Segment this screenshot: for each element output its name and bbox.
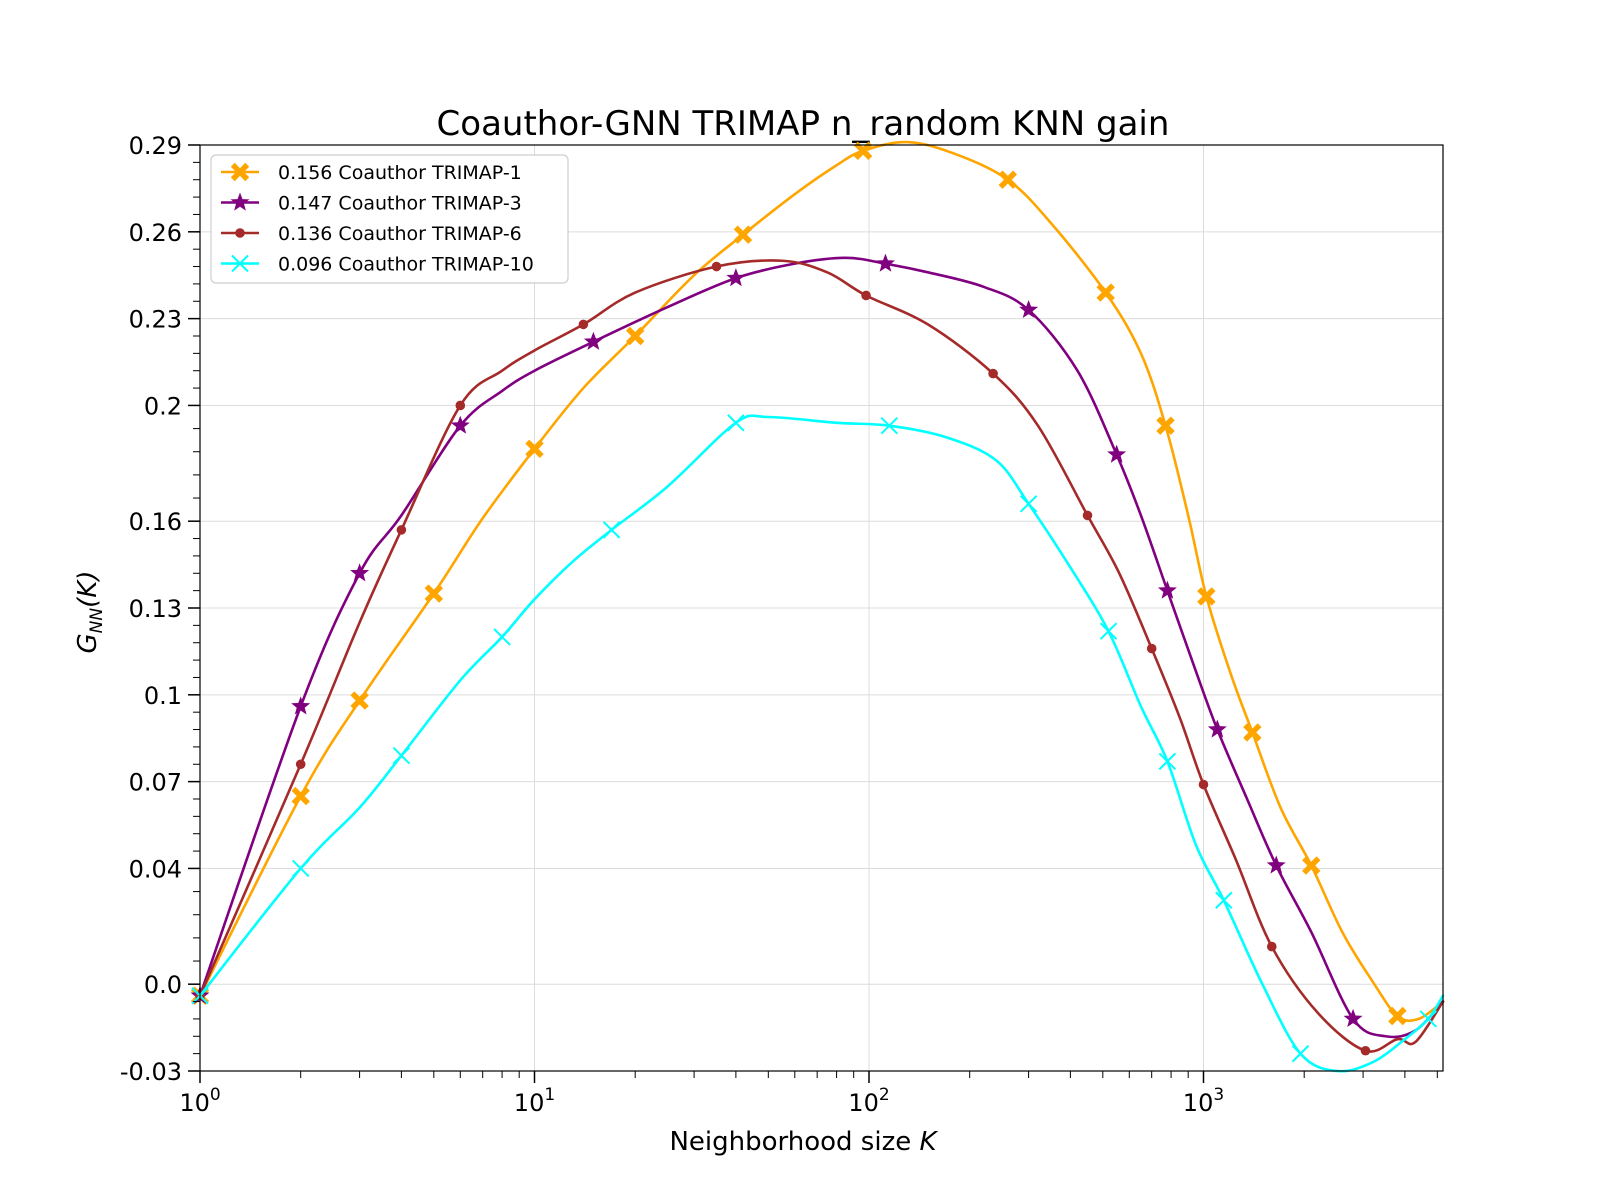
series-line — [198, 414, 1445, 1073]
data-point-marker — [1215, 891, 1233, 909]
data-point-marker — [291, 786, 310, 806]
y-tick-label: 0.04 — [129, 855, 182, 883]
series-layer — [190, 140, 1445, 1073]
data-point-marker — [1243, 723, 1262, 742]
data-point-marker — [291, 859, 310, 878]
data-point-marker — [291, 696, 311, 715]
data-point-marker — [1107, 444, 1127, 463]
data-point-marker — [450, 415, 470, 434]
data-point-marker — [1197, 587, 1216, 606]
legend-marker — [231, 254, 249, 273]
legend-label: 0.156 Coauthor TRIMAP-1 — [278, 162, 522, 184]
data-point-marker — [392, 746, 411, 765]
data-point-marker — [525, 439, 544, 459]
data-point-marker — [625, 326, 645, 346]
legend-box — [210, 154, 569, 284]
y-axis-title: GNN(K) — [73, 571, 107, 654]
data-point-marker — [1158, 752, 1177, 771]
data-point-marker — [1343, 1008, 1363, 1027]
data-point-marker — [1360, 1045, 1371, 1056]
grid — [199, 144, 1443, 1072]
legend-label: 0.136 Coauthor TRIMAP-6 — [278, 223, 522, 245]
y-tick-label: 0.2 — [144, 392, 182, 420]
data-point-marker — [295, 759, 306, 770]
x-axis-title-var: K — [919, 1127, 938, 1157]
legend: 0.156 Coauthor TRIMAP-1 0.147 Coauthor TR… — [210, 154, 569, 284]
y-tick-label: 0.16 — [129, 508, 182, 536]
data-point-marker — [493, 628, 511, 646]
x-tick-label: 100 — [179, 1085, 220, 1117]
y-tick-label: 0.29 — [129, 132, 182, 160]
data-point-marker — [455, 400, 466, 411]
x-axis-title: Neighborhood size K — [669, 1127, 938, 1157]
data-point-marker — [1291, 1044, 1310, 1063]
data-point-marker — [875, 253, 895, 272]
legend-marker — [235, 228, 245, 238]
x-tick-label: 102 — [848, 1085, 889, 1117]
legend-item: 0.147 Coauthor TRIMAP-3 — [221, 192, 522, 215]
data-point-marker — [1157, 580, 1177, 599]
data-point-marker — [988, 368, 998, 379]
series-line — [198, 256, 1445, 1039]
data-point-marker — [396, 525, 407, 535]
legend-item: 0.096 Coauthor TRIMAP-10 — [221, 254, 534, 276]
legend-item: 0.136 Coauthor TRIMAP-6 — [221, 223, 522, 245]
data-point-marker — [998, 170, 1018, 189]
y-tick-label: 0.23 — [129, 306, 182, 334]
data-point-marker — [1156, 416, 1175, 435]
series-4 — [191, 414, 1445, 1073]
data-point-marker — [853, 141, 873, 160]
y-axis-title-suffix: (K) — [73, 571, 103, 608]
data-point-marker — [711, 261, 722, 272]
x-tick-label: 101 — [514, 1085, 555, 1117]
data-point-marker — [733, 225, 753, 244]
data-point-marker — [727, 414, 745, 432]
data-point-marker — [1419, 1010, 1438, 1028]
legend-marker — [230, 162, 250, 182]
data-point-marker — [726, 268, 746, 287]
y-tick-label: 0.1 — [144, 682, 182, 710]
data-point-marker — [578, 319, 589, 330]
data-point-marker — [1019, 299, 1039, 319]
y-tick-label: 0.26 — [129, 219, 182, 247]
data-point-marker — [424, 584, 444, 603]
y-tick-label: -0.03 — [120, 1058, 182, 1086]
data-point-marker — [350, 691, 369, 710]
data-point-marker — [1146, 643, 1157, 654]
y-axis-title-sub: NN — [87, 608, 107, 634]
data-point-marker — [1096, 283, 1115, 302]
data-point-marker — [1019, 495, 1038, 513]
series-2 — [190, 253, 1445, 1039]
y-tick-label: 0.0 — [144, 971, 182, 999]
legend-marker — [230, 192, 250, 211]
data-point-marker — [1207, 719, 1227, 738]
data-point-marker — [1388, 1006, 1407, 1026]
legend-label: 0.096 Coauthor TRIMAP-10 — [278, 254, 534, 276]
data-point-marker — [583, 331, 603, 350]
data-point-marker — [1266, 855, 1286, 874]
x-axis-title-text: Neighborhood size — [669, 1127, 919, 1157]
x-tick-label: 103 — [1183, 1085, 1224, 1117]
data-point-marker — [602, 521, 621, 539]
series-line — [198, 140, 1445, 1023]
data-point-marker — [1198, 779, 1209, 790]
series-line — [198, 259, 1445, 1053]
legend-label: 0.147 Coauthor TRIMAP-3 — [278, 193, 522, 215]
y-tick-label: 0.07 — [129, 769, 182, 797]
data-point-marker — [1266, 941, 1277, 952]
y-axis-title-main: G — [73, 633, 103, 653]
data-point-marker — [1302, 856, 1321, 875]
data-point-marker — [861, 290, 871, 301]
data-point-marker — [350, 563, 370, 582]
data-point-marker — [1082, 510, 1093, 521]
legend-item: 0.156 Coauthor TRIMAP-1 — [221, 162, 522, 184]
series-3 — [195, 259, 1445, 1056]
y-tick-label: 0.13 — [129, 595, 182, 623]
data-point-marker — [1099, 622, 1118, 640]
axes: 0.29 0.26 0.23 0.2 0.16 0.13 0.1 0.07 0.04 0.0 -0.… — [120, 132, 1438, 1117]
chart-title: Coauthor-GNN TRIMAP n_random KNN gain — [437, 104, 1170, 144]
data-point-marker — [880, 416, 899, 435]
